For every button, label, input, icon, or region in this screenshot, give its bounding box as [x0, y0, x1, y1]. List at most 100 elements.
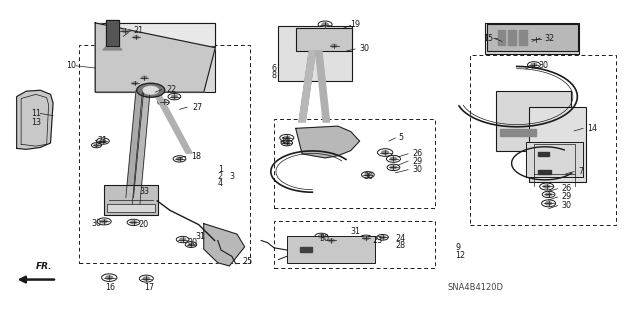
Text: 9: 9 [456, 243, 461, 252]
Text: 30: 30 [561, 201, 572, 210]
Circle shape [322, 23, 328, 26]
Bar [484, 23, 579, 54]
Bar [95, 23, 215, 92]
Bar [95, 23, 215, 46]
Polygon shape [17, 90, 53, 149]
Text: 14: 14 [587, 124, 597, 133]
Circle shape [106, 276, 113, 279]
Circle shape [546, 193, 552, 196]
Circle shape [180, 238, 186, 241]
Text: 30: 30 [187, 238, 197, 247]
Text: 5: 5 [398, 133, 403, 142]
Circle shape [331, 44, 337, 47]
Polygon shape [497, 30, 505, 45]
Text: 28: 28 [396, 241, 406, 250]
Circle shape [94, 144, 99, 146]
Circle shape [122, 29, 129, 33]
Circle shape [319, 235, 324, 238]
Text: 23: 23 [372, 236, 383, 245]
Text: 1: 1 [218, 165, 223, 174]
Bar [296, 28, 352, 51]
Polygon shape [300, 247, 312, 252]
Bar [470, 55, 616, 225]
Bar [274, 221, 435, 268]
Bar [278, 26, 352, 81]
Circle shape [365, 173, 371, 176]
Polygon shape [508, 30, 516, 45]
Text: 2: 2 [218, 172, 223, 181]
Polygon shape [95, 23, 215, 92]
Text: 16: 16 [106, 283, 116, 292]
Circle shape [188, 243, 193, 246]
Circle shape [543, 185, 550, 188]
Text: 15: 15 [484, 34, 493, 43]
Text: 18: 18 [191, 152, 201, 161]
Polygon shape [106, 20, 119, 46]
Bar [529, 107, 586, 182]
Circle shape [142, 76, 147, 79]
Circle shape [531, 63, 537, 66]
Text: 32: 32 [545, 34, 555, 43]
Text: 6: 6 [271, 63, 276, 72]
Polygon shape [296, 126, 360, 158]
Bar [108, 204, 156, 212]
Polygon shape [103, 47, 122, 50]
Polygon shape [152, 90, 192, 153]
Text: 7: 7 [579, 167, 584, 176]
Text: 13: 13 [31, 118, 41, 128]
Text: 30: 30 [413, 165, 422, 174]
Text: 31: 31 [351, 227, 361, 236]
Text: 17: 17 [144, 283, 154, 292]
Circle shape [132, 82, 138, 85]
Text: 3: 3 [229, 172, 234, 181]
Circle shape [161, 101, 166, 104]
Polygon shape [538, 170, 551, 174]
Polygon shape [538, 152, 548, 156]
Circle shape [390, 157, 397, 160]
Text: 29: 29 [561, 192, 572, 202]
Text: 19: 19 [280, 137, 291, 145]
Polygon shape [299, 51, 316, 122]
Text: 30: 30 [364, 173, 373, 182]
Text: 25: 25 [242, 257, 252, 266]
Bar [495, 91, 571, 151]
Text: 4: 4 [218, 179, 223, 188]
Circle shape [137, 83, 165, 97]
Polygon shape [316, 51, 330, 122]
Text: 8: 8 [271, 71, 276, 80]
Text: 30: 30 [92, 219, 102, 228]
Text: 30: 30 [319, 234, 330, 243]
Text: 31: 31 [195, 232, 205, 241]
Circle shape [131, 221, 136, 224]
Text: 19: 19 [351, 20, 361, 29]
Text: 29: 29 [413, 157, 423, 166]
Bar [287, 236, 375, 263]
Bar [104, 185, 159, 215]
Text: 21: 21 [134, 26, 143, 35]
Circle shape [545, 202, 552, 205]
Text: 26: 26 [561, 184, 572, 193]
Text: 24: 24 [396, 234, 406, 243]
Circle shape [381, 151, 388, 154]
Bar [274, 120, 435, 208]
Polygon shape [519, 30, 527, 45]
Text: 30: 30 [360, 44, 369, 54]
Circle shape [363, 237, 369, 240]
Text: 30: 30 [538, 61, 548, 70]
Circle shape [101, 220, 108, 223]
Circle shape [284, 142, 289, 144]
Polygon shape [132, 90, 150, 204]
Circle shape [143, 277, 150, 280]
Bar [79, 45, 250, 263]
Circle shape [172, 95, 177, 98]
Text: 12: 12 [456, 251, 465, 260]
Text: 21: 21 [98, 136, 108, 145]
Text: FR.: FR. [36, 262, 52, 271]
Circle shape [134, 36, 139, 39]
Text: 27: 27 [192, 103, 202, 112]
Text: 22: 22 [167, 85, 177, 94]
Text: 26: 26 [413, 149, 423, 158]
Circle shape [143, 86, 159, 94]
Circle shape [380, 236, 385, 239]
Circle shape [284, 136, 290, 139]
